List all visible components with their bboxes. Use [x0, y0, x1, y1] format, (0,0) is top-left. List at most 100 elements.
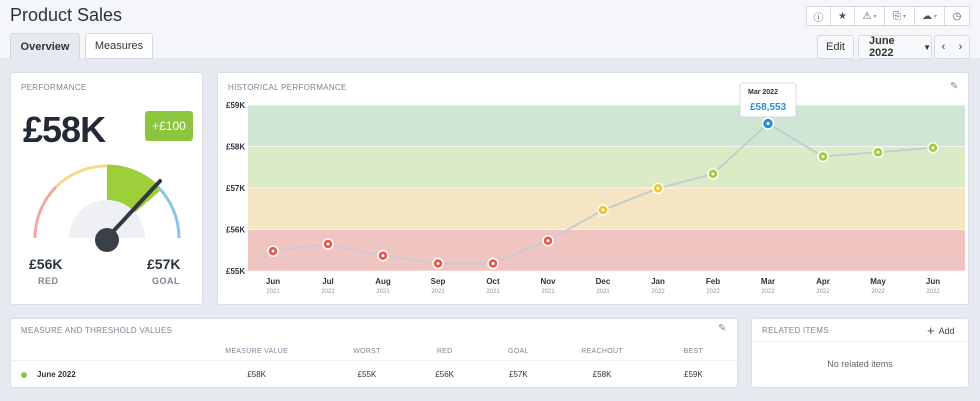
col-header-measure: MEASURE VALUE: [225, 348, 289, 356]
x-tick-year: 2021: [266, 289, 280, 295]
goal-threshold-value: £57K: [147, 256, 181, 272]
next-period-icon[interactable]: ›: [958, 41, 963, 53]
data-point-center: [711, 172, 715, 176]
band-3: [248, 105, 965, 147]
x-tick-year: 2021: [321, 289, 335, 295]
x-tick-month: Nov: [540, 277, 556, 286]
band-0: [248, 229, 965, 271]
delta-badge: +£100: [145, 111, 193, 141]
add-related-button[interactable]: + Add: [927, 323, 955, 338]
measures-title: MEASURE AND THRESHOLD VALUES: [21, 326, 173, 335]
measure-value-cell: £58K: [186, 359, 327, 388]
x-tick-year: 2022: [816, 289, 830, 295]
toolbar: ⓘ ★ ⚠ ▾ ⎘ ▾ ☁ ▾ ◷: [806, 6, 970, 26]
historical-chart: £59K £58K £57K £56K £55K Jun 2021 Jul 2021 Aug 202…: [226, 82, 965, 295]
cloud-icon[interactable]: ☁ ▾: [915, 7, 945, 25]
data-point-center: [931, 146, 935, 150]
related-empty-text: No related items: [827, 359, 893, 369]
tooltip-title: Mar 2022: [748, 89, 778, 96]
period-nav: ‹ ›: [934, 35, 970, 59]
worst-cell: £55K: [326, 359, 408, 388]
edit-pencil-icon[interactable]: ✎: [950, 81, 959, 92]
x-tick-month: Jun: [266, 277, 280, 286]
x-tick-year: 2021: [541, 289, 555, 295]
gauge-arc-yellow: [54, 164, 108, 189]
clock-icon[interactable]: ◷: [952, 10, 962, 22]
caret-down-icon: ▼: [923, 42, 931, 52]
plus-icon: +: [927, 323, 935, 338]
tab-overview[interactable]: Overview: [10, 33, 80, 59]
x-tick-year: 2021: [431, 289, 445, 295]
alert-icon[interactable]: ⚠ ▾: [855, 7, 885, 25]
best-cell: £59K: [649, 359, 737, 388]
goal-threshold-label: GOAL: [152, 276, 180, 286]
row-label: June 2022: [37, 369, 76, 379]
goal-cell: £57K: [482, 359, 555, 388]
status-dot-icon: [21, 371, 27, 378]
x-tick-month: Aug: [375, 277, 391, 286]
info-icon[interactable]: ⓘ: [807, 7, 831, 25]
period-label: June 2022: [869, 35, 895, 59]
x-tick-month: Mar: [761, 277, 775, 286]
data-point-center: [546, 239, 550, 243]
x-tick-month: Jul: [322, 277, 334, 286]
x-tick-year: 2022: [651, 289, 665, 295]
x-tick-year: 2022: [871, 289, 885, 295]
x-tick-year: 2022: [761, 289, 775, 295]
historical-card: HISTORICAL PERFORMANCE ✎ £59K £58K £57K £56…: [217, 72, 969, 305]
edit-button[interactable]: Edit: [817, 35, 854, 59]
measures-table: MEASURE VALUE WORST RED GOAL REACHOUT BE…: [11, 344, 737, 388]
prev-period-icon[interactable]: ‹: [941, 41, 946, 53]
period-selector[interactable]: June 2022 ▼: [858, 35, 932, 59]
red-threshold-value: £56K: [29, 256, 63, 272]
x-tick-month: Feb: [706, 277, 720, 286]
x-tick-month: Jan: [651, 277, 665, 286]
col-header-reachout: REACHOUT: [581, 348, 623, 356]
data-point-center: [271, 249, 275, 253]
x-tick-year: 2021: [486, 289, 500, 295]
x-tick-month: May: [870, 277, 886, 286]
y-tick-label: £56K: [226, 226, 245, 235]
add-label: Add: [938, 325, 955, 336]
related-items-card: RELATED ITEMS + Add No related items: [751, 318, 969, 388]
tab-measures[interactable]: Measures: [85, 33, 153, 59]
col-header-red: RED: [436, 348, 453, 356]
performance-card: PERFORMANCE £58K +£100 £56K RED £57K GOA…: [10, 72, 203, 305]
star-icon[interactable]: ★: [831, 7, 855, 25]
data-point-center: [656, 186, 660, 190]
y-tick-label: £55K: [226, 267, 245, 276]
x-tick-month: Oct: [486, 277, 500, 286]
gauge-arc-blue: [156, 185, 181, 239]
data-point-center: [876, 150, 880, 154]
red-cell: £56K: [407, 359, 483, 388]
col-header-label: [11, 344, 186, 360]
data-point-center: [381, 254, 385, 258]
divider: [752, 341, 968, 342]
x-tick-month: Dec: [596, 277, 611, 286]
tooltip-box: [739, 82, 797, 118]
tooltip-value: £58,553: [750, 102, 787, 113]
red-threshold-label: RED: [38, 276, 59, 286]
x-tick-month: Sep: [431, 277, 446, 286]
measures-card: MEASURE AND THRESHOLD VALUES ✎ MEASURE V…: [10, 318, 738, 388]
table-row[interactable]: June 2022 £58K £55K £56K £57K £58K £59K: [11, 359, 737, 388]
gauge-hub: [95, 228, 119, 252]
table-header-row: MEASURE VALUE WORST RED GOAL REACHOUT BE…: [11, 344, 737, 360]
data-point-center: [491, 262, 495, 266]
col-header-worst: WORST: [353, 348, 381, 356]
x-tick-year: 2021: [376, 289, 390, 295]
gauge-arc-red: [33, 185, 58, 239]
gauge-needle: [105, 179, 162, 240]
x-tick-year: 2022: [926, 289, 940, 295]
export-icon[interactable]: ⎘ ▾: [885, 7, 915, 25]
historical-title: HISTORICAL PERFORMANCE: [228, 83, 347, 92]
col-header-best: BEST: [683, 348, 704, 356]
performance-title: PERFORMANCE: [21, 83, 87, 92]
edit-pencil-icon[interactable]: ✎: [718, 323, 727, 334]
data-point-center: [436, 262, 440, 266]
page-title: Product Sales: [10, 5, 123, 25]
gauge: [33, 164, 181, 252]
col-header-goal: GOAL: [508, 348, 529, 356]
x-tick-month: Jun: [926, 277, 940, 286]
performance-value: £58K: [23, 109, 106, 150]
